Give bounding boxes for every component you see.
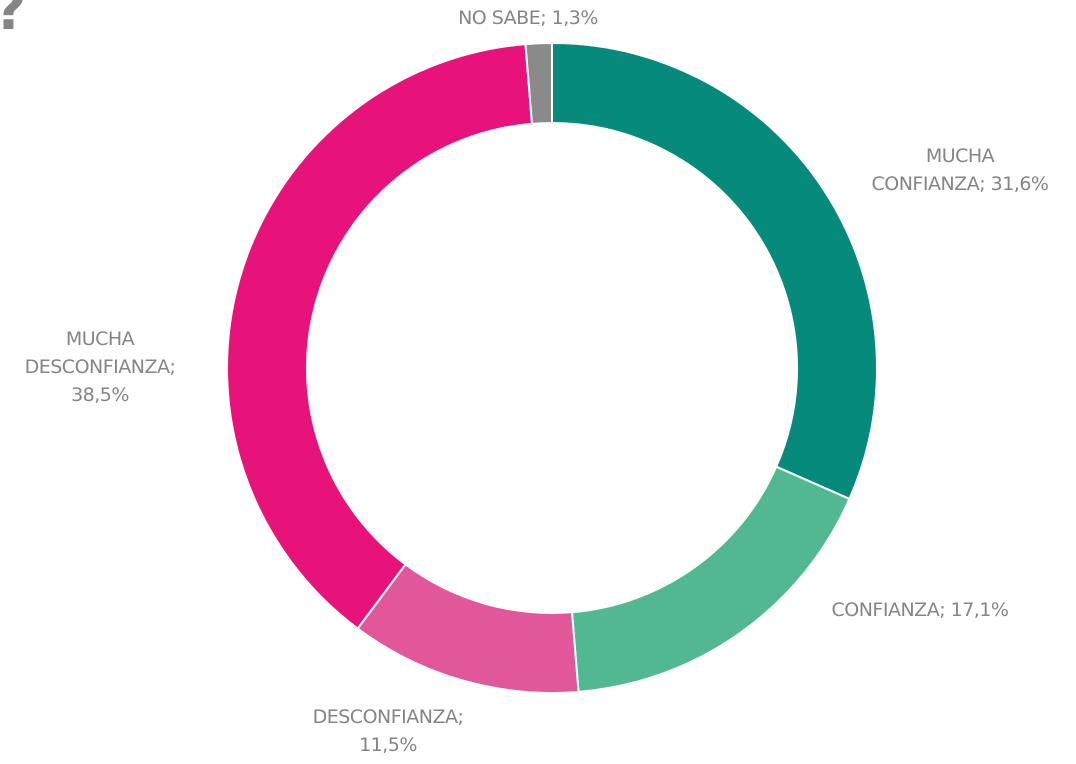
donut-segment [524,41,553,125]
data-label: DESCONFIANZA; 11,5% [312,706,464,756]
donut-segment [551,41,878,501]
data-label: MUCHA CONFIANZA; 31,6% [871,145,1050,195]
title-fragment: ? [0,0,26,43]
data-label: CONFIANZA; 17,1% [831,599,1010,621]
data-label: NO SABE; 1,3% [458,7,598,29]
data-label: MUCHA DESCONFIANZA; 38,5% [24,328,176,406]
donut-segment [570,465,851,693]
donut-segment [226,43,534,630]
